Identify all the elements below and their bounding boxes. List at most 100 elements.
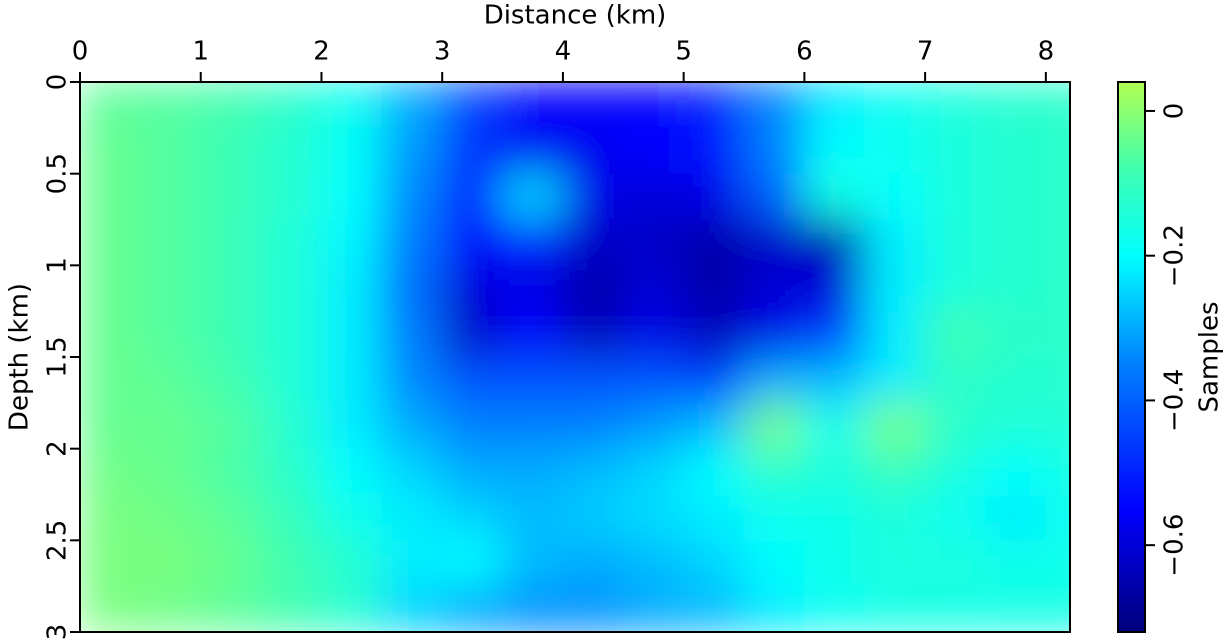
heatmap-cell (562, 82, 624, 129)
heatmap-cell (441, 127, 504, 175)
heatmap-cell (502, 356, 564, 404)
heatmap-cell (502, 448, 564, 495)
heatmap-cell (683, 127, 745, 175)
heatmap-cell (683, 585, 745, 632)
heatmap-cell (743, 448, 805, 495)
heatmap-cell (683, 494, 745, 541)
heatmap-cell (924, 585, 986, 632)
heatmap-cell (864, 539, 926, 587)
colorbar-tick-label: −0.2 (1160, 224, 1190, 287)
heatmap-cell (502, 585, 564, 632)
x-tick-label: 5 (675, 37, 692, 67)
x-tick-label: 6 (796, 37, 813, 67)
heatmap-cell (622, 356, 685, 404)
heatmap-cell (683, 448, 745, 495)
heatmap-cell (1045, 82, 1070, 129)
heatmap-cell (803, 173, 866, 220)
x-tick-label: 7 (917, 37, 934, 67)
heatmap-cell (441, 494, 504, 541)
heatmap-cell (984, 264, 1047, 312)
heatmap-cell (924, 173, 986, 220)
heatmap-cell (260, 539, 322, 587)
heatmap-cell (260, 219, 322, 266)
heatmap-cell (502, 82, 564, 129)
heatmap-cell (260, 494, 322, 541)
heatmap-cell (381, 448, 443, 495)
heatmap-cell (139, 585, 202, 632)
heatmap-cell (320, 127, 383, 175)
heatmap-cell (562, 585, 624, 632)
heatmap-cell (562, 310, 624, 358)
heatmap-cell (320, 82, 383, 129)
heatmap-cell (80, 82, 141, 129)
heatmap-cell (441, 585, 504, 632)
heatmap-cell (924, 539, 986, 587)
heatmap-cell (864, 310, 926, 358)
heatmap-cell (562, 264, 624, 312)
heatmap-cell (139, 402, 202, 450)
heatmap-cell (803, 585, 866, 632)
heatmap-cell (562, 402, 624, 450)
heatmap-cell (924, 402, 986, 450)
heatmap-cell (139, 82, 202, 129)
heatmap-cell (260, 173, 322, 220)
heatmap-cell (200, 402, 262, 450)
colorbar-tick-label: −0.6 (1160, 514, 1190, 577)
heatmap-cell (260, 82, 322, 129)
x-tick-label: 1 (192, 37, 209, 67)
heatmap-cell (320, 402, 383, 450)
heatmap-cell (1045, 585, 1070, 632)
heatmap-cell (502, 173, 564, 220)
heatmap (80, 82, 1070, 632)
heatmap-cell (683, 356, 745, 404)
heatmap-cell (864, 264, 926, 312)
heatmap-cell (984, 310, 1047, 358)
heatmap-cell (924, 219, 986, 266)
heatmap-cell (502, 310, 564, 358)
colorbar-tick-label: 0 (1160, 103, 1190, 120)
heatmap-cell (562, 173, 624, 220)
heatmap-cell (381, 127, 443, 175)
heatmap-cell (381, 310, 443, 358)
heatmap-cell (743, 82, 805, 129)
heatmap-cell (80, 219, 141, 266)
heatmap-cell (743, 264, 805, 312)
heatmap-cell (1045, 539, 1070, 587)
heatmap-cell (1045, 494, 1070, 541)
heatmap-cell (683, 539, 745, 587)
heatmap-cell (502, 539, 564, 587)
heatmap-cell (381, 585, 443, 632)
heatmap-cell (80, 264, 141, 312)
heatmap-cell (984, 402, 1047, 450)
heatmap-cell (320, 356, 383, 404)
heatmap-cell (864, 585, 926, 632)
heatmap-cell (381, 219, 443, 266)
heatmap-cell (743, 219, 805, 266)
heatmap-cell (260, 356, 322, 404)
heatmap-cell (381, 402, 443, 450)
y-tick-label: 1.5 (43, 336, 73, 377)
heatmap-cell (622, 402, 685, 450)
heatmap-cell (320, 494, 383, 541)
heatmap-cell (984, 82, 1047, 129)
colorbar-tick-label: −0.4 (1160, 369, 1190, 432)
heatmap-cell (441, 448, 504, 495)
heatmap-cell (200, 310, 262, 358)
heatmap-cell (80, 173, 141, 220)
heatmap-cell (1045, 448, 1070, 495)
heatmap-cell (803, 82, 866, 129)
heatmap-cell (864, 82, 926, 129)
heatmap-cell (984, 356, 1047, 404)
y-tick-label: 0 (43, 74, 73, 91)
colorbar-label: Samples (1195, 301, 1225, 412)
heatmap-cell (381, 539, 443, 587)
heatmap-cell (984, 173, 1047, 220)
heatmap-cell (200, 264, 262, 312)
heatmap-cell (200, 494, 262, 541)
heatmap-cell (381, 264, 443, 312)
heatmap-cell (864, 127, 926, 175)
heatmap-cell (381, 82, 443, 129)
heatmap-cell (80, 494, 141, 541)
heatmap-cell (562, 494, 624, 541)
